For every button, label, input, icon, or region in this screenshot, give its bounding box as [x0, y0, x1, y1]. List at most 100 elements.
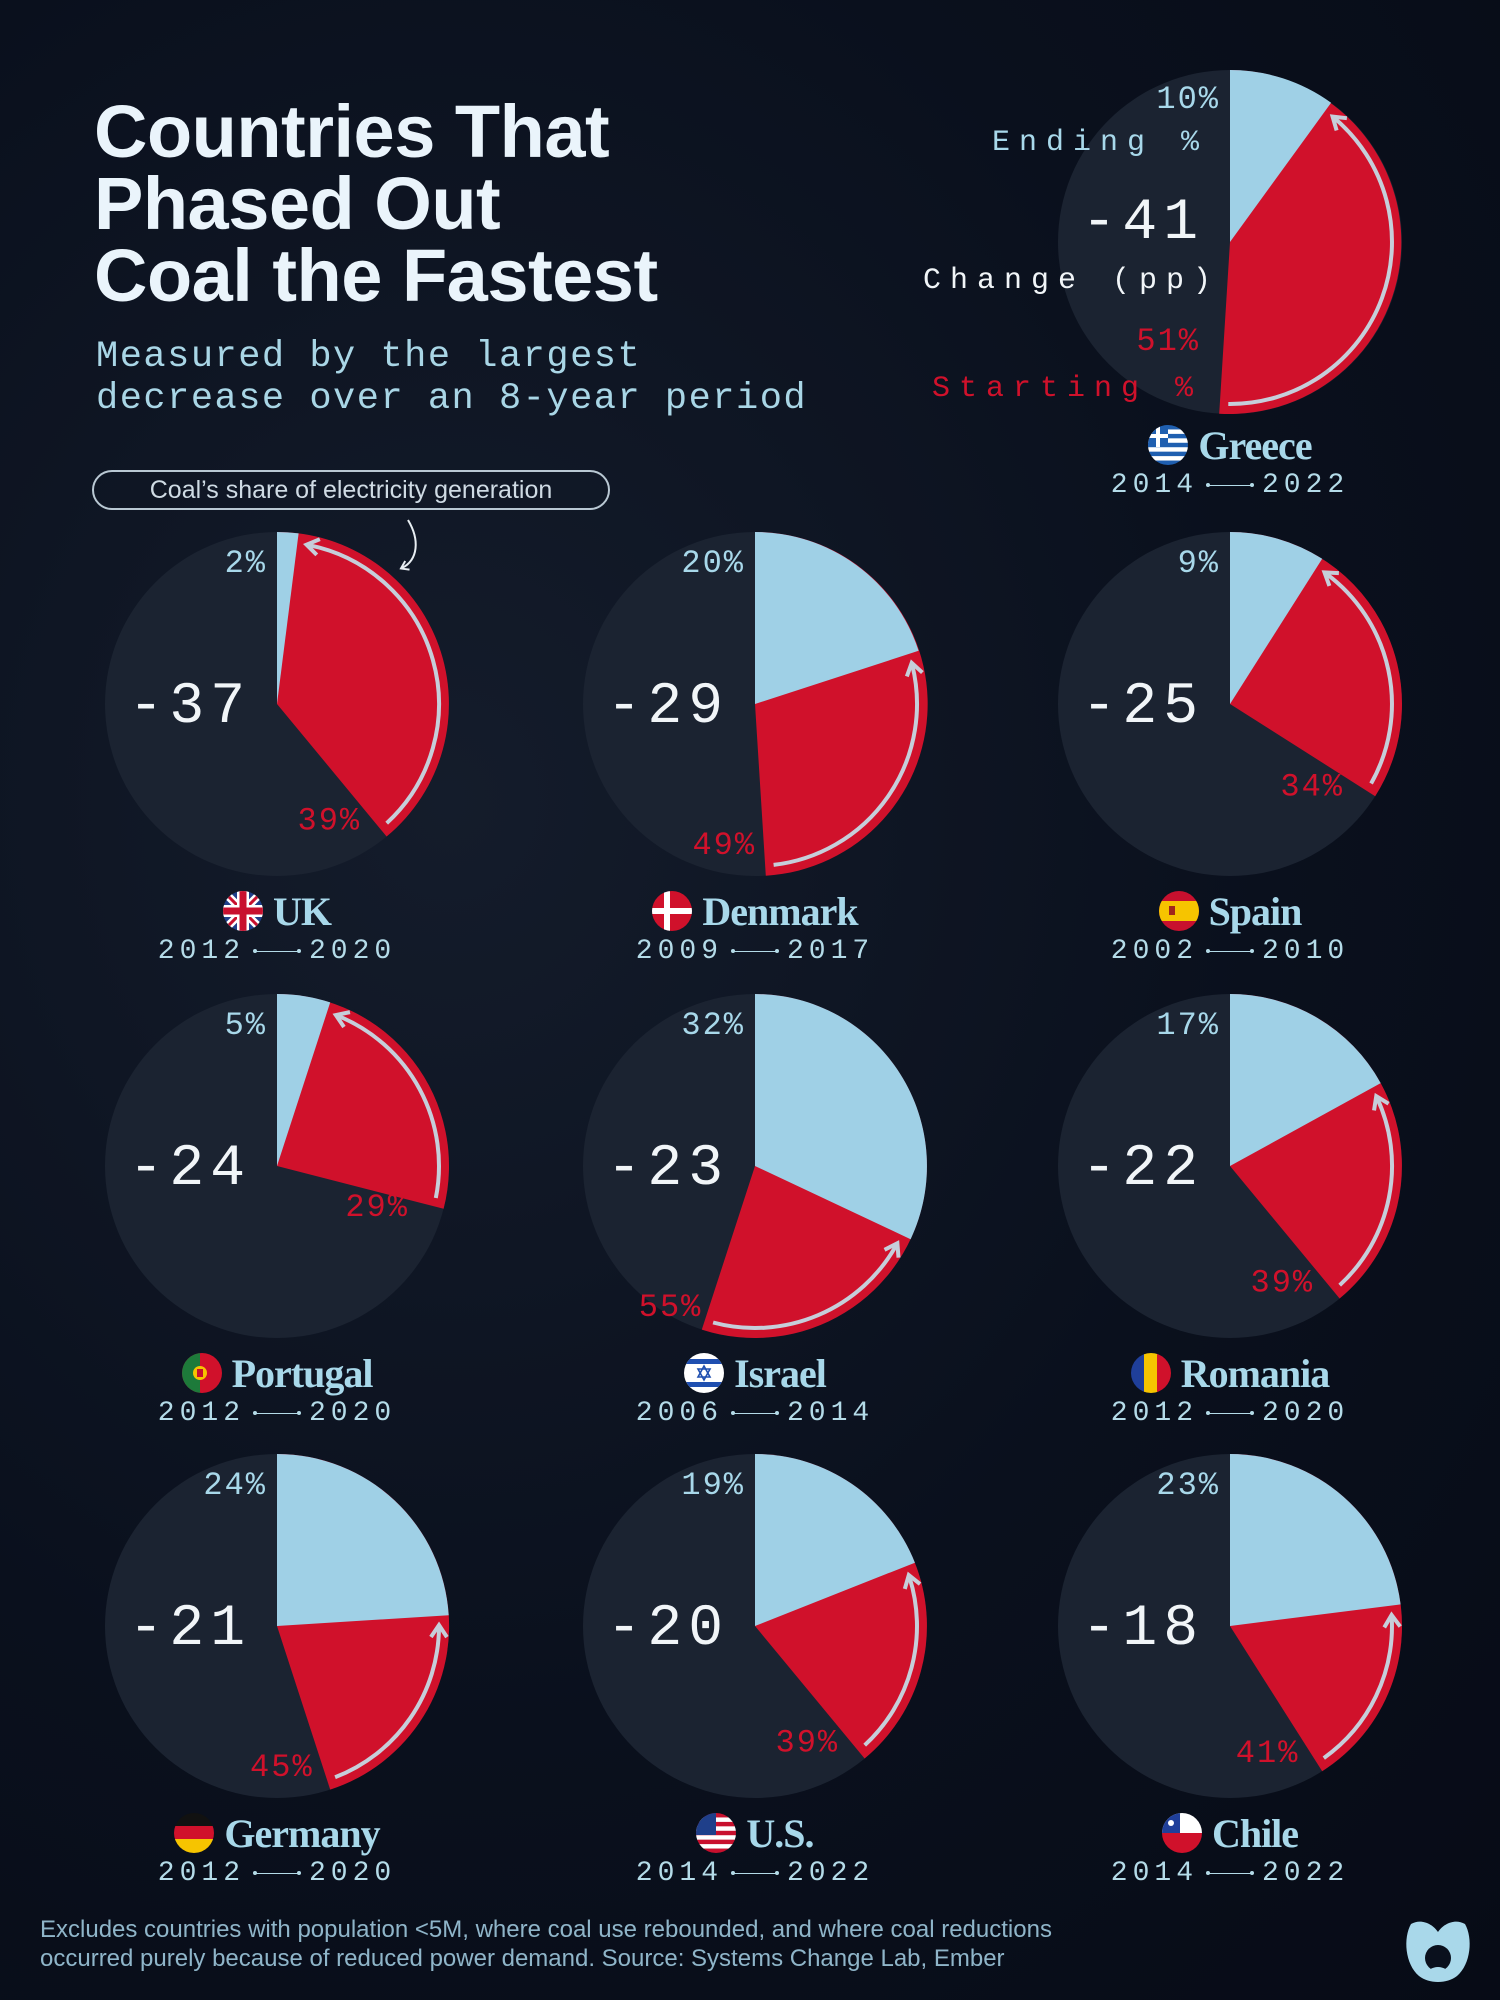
legend-pill: Coal’s share of electricity generation [92, 470, 610, 510]
year-connector [1206, 1411, 1254, 1415]
starting-pct-label: 45% [250, 1749, 314, 1786]
country-name: Germany [224, 1810, 380, 1856]
change-label: -24 [129, 1137, 251, 1202]
year-connector [253, 1871, 301, 1875]
start-year: 2006 [635, 1398, 723, 1429]
country-name: Israel [734, 1350, 827, 1396]
start-year: 2012 [157, 936, 245, 967]
year-connector [253, 1411, 301, 1415]
legend-pointer-arrow-icon [399, 519, 417, 571]
change-label: -21 [129, 1597, 251, 1662]
pie-germany: 24% -21 45% [105, 1454, 450, 1798]
change-label: -23 [607, 1137, 729, 1202]
starting-pct-label: 39% [775, 1724, 839, 1761]
country-label: Germany 2012 2020 [77, 1810, 477, 1890]
country-name: Denmark [702, 888, 858, 934]
end-year: 2010 [1262, 936, 1350, 967]
starting-pct-label: 41% [1236, 1735, 1300, 1772]
pie-portugal: 5% -24 29% [105, 993, 450, 1338]
starting-pct-label: 49% [692, 827, 756, 864]
end-year: 2017 [787, 936, 875, 967]
country-label: Portugal 2012 2020 [77, 1350, 477, 1430]
year-connector [1206, 1871, 1254, 1875]
year-range: 2012 2020 [1030, 1398, 1430, 1429]
end-year: 2022 [1262, 1858, 1350, 1889]
change-legend-label: Change (pp) [923, 264, 1220, 298]
pie-chile: 23% -18 41% [1058, 1454, 1402, 1798]
ending-share-wedge [1230, 69, 1332, 242]
ending-share-wedge [755, 1454, 915, 1626]
country-label: Spain 2002 2010 [1030, 888, 1430, 968]
year-connector [1206, 483, 1254, 487]
change-arrow [303, 537, 441, 825]
ending-pct-label: 23% [1156, 1467, 1220, 1504]
country-name: Romania [1180, 1350, 1331, 1396]
end-year: 2020 [309, 1858, 397, 1889]
change-arrow [773, 659, 924, 867]
start-year: 2002 [1110, 936, 1198, 967]
ending-pct-label: 32% [681, 1007, 745, 1044]
year-connector [1206, 949, 1254, 953]
year-range: 2012 2020 [77, 1858, 477, 1889]
ending-pct-label: 5% [225, 1007, 267, 1044]
end-year: 2022 [1262, 470, 1350, 501]
subtitle-line: Measured by the largest [96, 336, 642, 378]
title-line: Countries That [94, 90, 610, 173]
flag-israel-icon [684, 1353, 725, 1393]
flag-romania-icon [1130, 1353, 1171, 1393]
change-arrow [1228, 114, 1394, 407]
country-label: Chile 2014 2022 [1030, 1810, 1430, 1890]
starting-pct-label: 39% [297, 802, 361, 839]
year-range: 2006 2014 [555, 1398, 955, 1429]
ending-pct-label: 24% [203, 1467, 267, 1504]
ending-pct-label: 19% [681, 1467, 745, 1504]
change-arrow [1322, 1611, 1402, 1760]
end-year: 2022 [787, 1858, 875, 1889]
country-name: U.S. [746, 1810, 814, 1856]
end-year: 2020 [309, 936, 397, 967]
country-label: Romania 2012 2020 [1030, 1350, 1430, 1430]
ending-share-wedge [277, 1454, 449, 1626]
pie-spain: 9% -25 34% [1058, 532, 1402, 876]
country-name-row: UK [77, 888, 477, 934]
year-range: 2014 2022 [1030, 1858, 1430, 1889]
year-range: 2002 2010 [1030, 936, 1430, 967]
ending-share-wedge [755, 532, 919, 704]
country-name-row: Israel [555, 1350, 955, 1396]
country-name: UK [273, 888, 332, 934]
ending-legend-label: Ending % [992, 126, 1208, 160]
start-year: 2014 [1110, 470, 1198, 501]
year-connector [731, 1871, 779, 1875]
country-name-row: Spain [1030, 888, 1430, 934]
visual-capitalist-logo-icon [1406, 1921, 1470, 1982]
page-title: Countries That Phased Out Coal the Faste… [94, 90, 658, 313]
pie-denmark: 20% -29 49% [583, 531, 928, 876]
change-label: -18 [1082, 1597, 1204, 1662]
ending-share-wedge [277, 532, 299, 704]
year-range: 2009 2017 [555, 936, 955, 967]
change-arrow [1321, 570, 1394, 785]
change-arrow [332, 1010, 441, 1199]
pie-uk: 2% -37 39% [105, 532, 449, 876]
ending-pct-label: 20% [681, 545, 745, 582]
ending-share-wedge [277, 993, 331, 1166]
change-arrow [1338, 1092, 1395, 1287]
country-name-row: Denmark [555, 888, 955, 934]
ending-pct-label: 2% [225, 545, 267, 582]
change-label: -20 [607, 1597, 729, 1662]
starting-share-wedge [277, 994, 450, 1209]
flag-spain-icon [1158, 891, 1199, 931]
footer-line: occurred purely because of reduced power… [40, 1945, 1005, 1972]
flag-chile-icon [1161, 1813, 1202, 1853]
ending-share-wedge [1230, 532, 1323, 704]
change-arrow [863, 1571, 922, 1747]
year-connector [731, 949, 779, 953]
change-label: -37 [129, 675, 251, 740]
country-name-row: Romania [1030, 1350, 1430, 1396]
country-name-row: U.S. [555, 1810, 955, 1856]
country-name-row: Chile [1030, 1810, 1430, 1856]
start-year: 2012 [157, 1398, 245, 1429]
country-name-row: Portugal [77, 1350, 477, 1396]
pie-romania: 17% -22 39% [1058, 994, 1402, 1338]
